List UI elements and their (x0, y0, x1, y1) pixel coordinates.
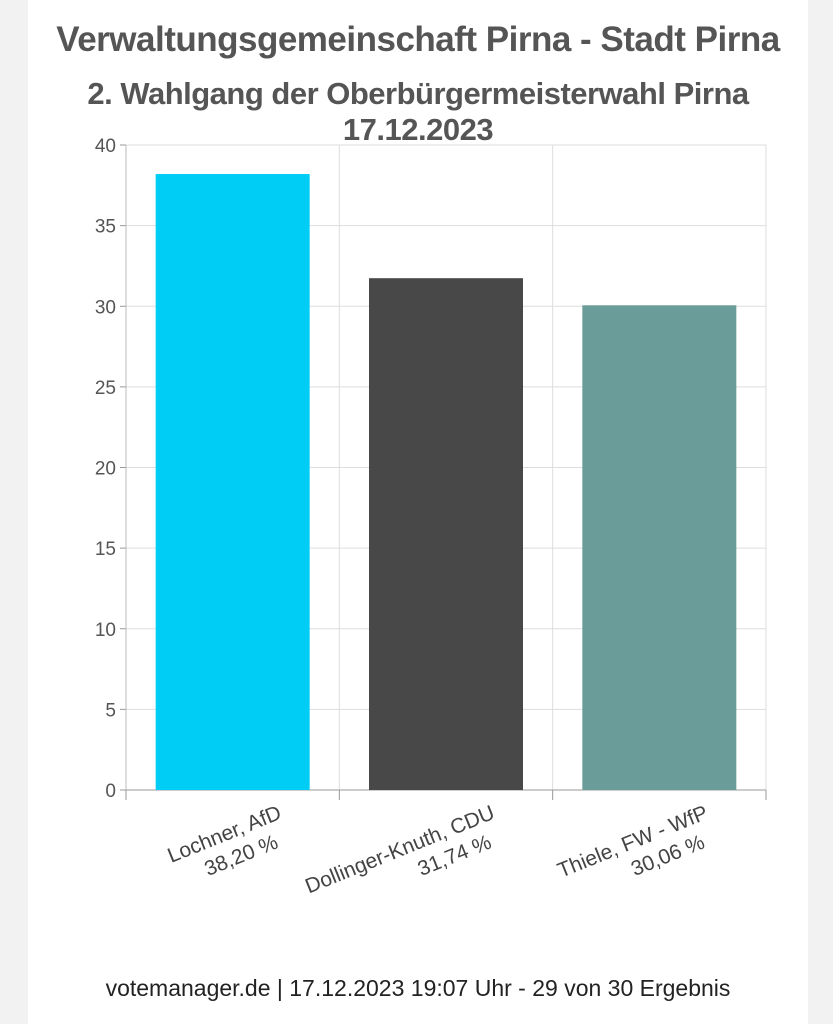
x-category-label: Thiele, FW - WfP30,06 % (554, 801, 721, 906)
y-tick-label: 40 (95, 136, 116, 157)
x-category-label: Lochner, AfD38,20 % (164, 801, 294, 891)
bar-3 (582, 305, 737, 790)
chart-subtitle: 2. Wahlgang der Oberbürgermeisterwahl Pi… (87, 76, 749, 147)
y-tick-label: 0 (105, 781, 116, 802)
y-tick-label: 30 (95, 297, 116, 318)
y-tick-label: 5 (105, 700, 116, 721)
y-tick-label: 10 (95, 620, 116, 641)
y-tick-label: 20 (95, 459, 116, 480)
bar-chart: 0 5 10 15 20 25 30 35 40 Lochner, AfD38,20 % Dolli… (95, 136, 767, 922)
bar-2 (369, 278, 523, 790)
x-category-label: Dollinger-Knuth, CDU31,74 % (302, 801, 508, 922)
chart-footer: votemanager.de | 17.12.2023 19:07 Uhr - … (105, 975, 731, 1001)
y-tick-label: 15 (95, 539, 116, 560)
y-tick-label: 35 (95, 217, 116, 238)
chart-card: Verwaltungsgemeinschaft Pirna - Stadt Pi… (28, 0, 808, 1024)
y-tick-label: 25 (95, 378, 116, 399)
bar-1 (155, 174, 310, 790)
chart-title: Verwaltungsgemeinschaft Pirna - Stadt Pi… (56, 20, 780, 59)
